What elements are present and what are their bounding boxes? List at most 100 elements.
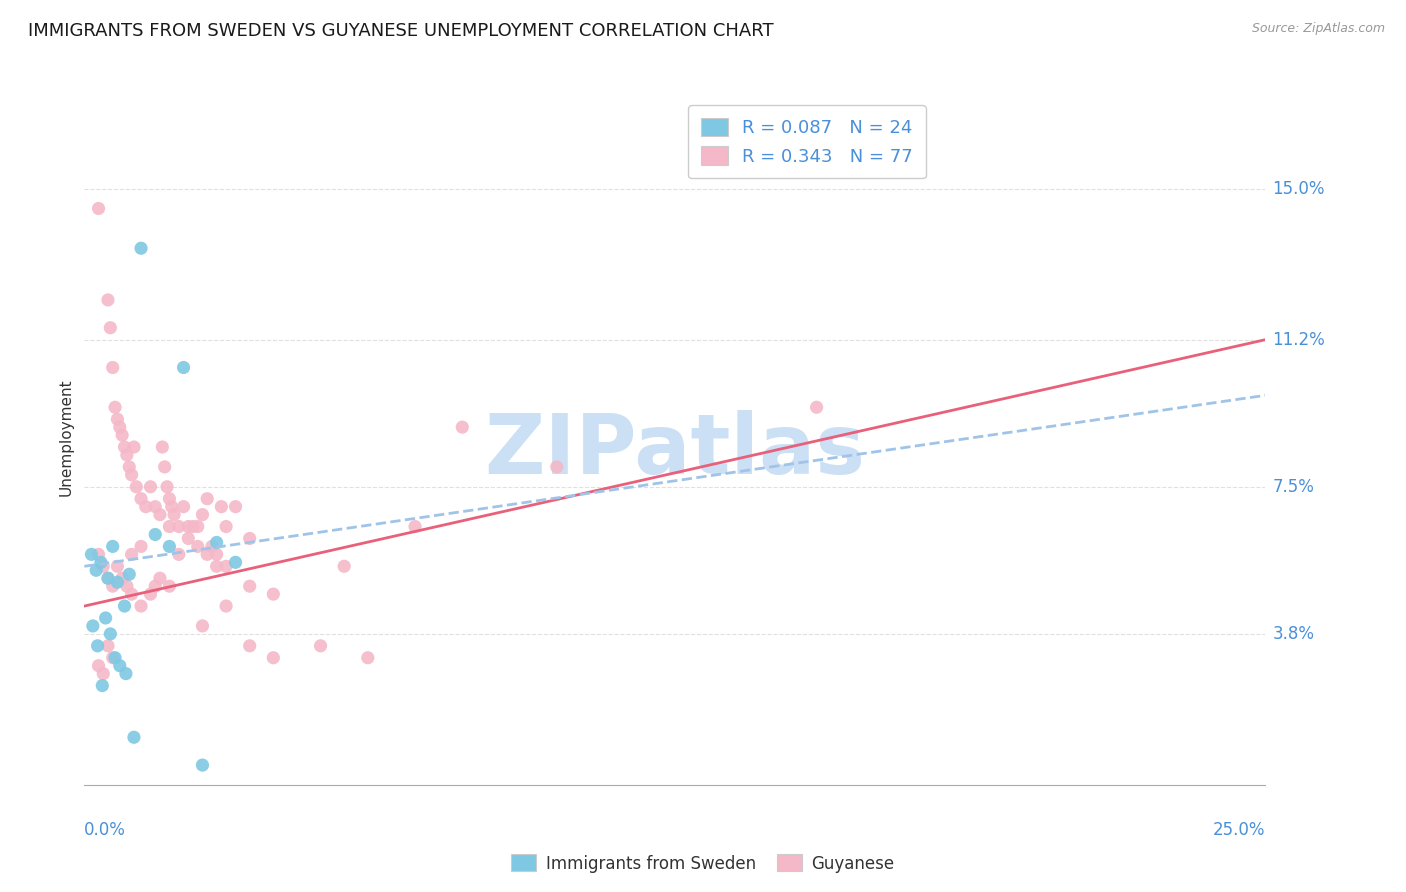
Point bbox=[101, 360, 124, 375]
Point bbox=[111, 571, 134, 585]
Point bbox=[97, 571, 120, 585]
Text: 11.2%: 11.2% bbox=[1272, 331, 1326, 349]
Point bbox=[215, 599, 238, 613]
Point bbox=[115, 666, 138, 681]
Point bbox=[153, 459, 176, 474]
Point bbox=[97, 571, 120, 585]
Point bbox=[122, 731, 145, 745]
Text: IMMIGRANTS FROM SWEDEN VS GUYANESE UNEMPLOYMENT CORRELATION CHART: IMMIGRANTS FROM SWEDEN VS GUYANESE UNEMP… bbox=[28, 22, 773, 40]
Point bbox=[451, 420, 474, 434]
Point bbox=[143, 527, 166, 541]
Y-axis label: Unemployment: Unemployment bbox=[58, 378, 73, 496]
Text: 3.8%: 3.8% bbox=[1272, 625, 1315, 643]
Point bbox=[87, 547, 110, 561]
Point bbox=[122, 440, 145, 454]
Point bbox=[118, 459, 141, 474]
Text: Source: ZipAtlas.com: Source: ZipAtlas.com bbox=[1251, 22, 1385, 36]
Point bbox=[149, 508, 172, 522]
Point bbox=[98, 627, 121, 641]
Point bbox=[209, 500, 232, 514]
Point bbox=[173, 360, 195, 375]
Point bbox=[91, 679, 114, 693]
Point bbox=[806, 401, 828, 415]
Point bbox=[139, 480, 162, 494]
Point bbox=[107, 559, 129, 574]
Point bbox=[107, 412, 129, 426]
Point bbox=[129, 599, 152, 613]
Text: 0.0%: 0.0% bbox=[84, 821, 127, 838]
Legend: Immigrants from Sweden, Guyanese: Immigrants from Sweden, Guyanese bbox=[505, 847, 901, 880]
Point bbox=[239, 579, 262, 593]
Point bbox=[108, 658, 131, 673]
Point bbox=[101, 579, 124, 593]
Point bbox=[215, 519, 238, 533]
Point bbox=[135, 500, 157, 514]
Text: 7.5%: 7.5% bbox=[1272, 478, 1315, 496]
Point bbox=[107, 575, 129, 590]
Point bbox=[97, 639, 120, 653]
Point bbox=[118, 567, 141, 582]
Point bbox=[157, 491, 180, 506]
Point bbox=[201, 540, 224, 554]
Legend: R = 0.087   N = 24, R = 0.343   N = 77: R = 0.087 N = 24, R = 0.343 N = 77 bbox=[688, 105, 925, 178]
Point bbox=[187, 540, 209, 554]
Point bbox=[121, 467, 143, 482]
Point bbox=[115, 448, 138, 462]
Point bbox=[129, 241, 152, 255]
Point bbox=[108, 420, 131, 434]
Point bbox=[139, 587, 162, 601]
Point bbox=[262, 587, 284, 601]
Point bbox=[157, 579, 180, 593]
Point bbox=[160, 500, 183, 514]
Point bbox=[239, 639, 262, 653]
Point bbox=[91, 559, 114, 574]
Point bbox=[87, 658, 110, 673]
Point bbox=[546, 459, 568, 474]
Point bbox=[195, 491, 218, 506]
Point bbox=[309, 639, 332, 653]
Point bbox=[104, 401, 127, 415]
Point bbox=[191, 758, 214, 772]
Point bbox=[129, 491, 152, 506]
Point bbox=[121, 587, 143, 601]
Point bbox=[156, 480, 179, 494]
Point bbox=[177, 532, 200, 546]
Point bbox=[84, 563, 107, 577]
Text: ZIPatlas: ZIPatlas bbox=[485, 410, 865, 491]
Point bbox=[94, 611, 117, 625]
Point bbox=[404, 519, 426, 533]
Point bbox=[114, 599, 136, 613]
Point bbox=[98, 320, 121, 334]
Point bbox=[262, 650, 284, 665]
Point bbox=[111, 428, 134, 442]
Point bbox=[143, 579, 166, 593]
Point bbox=[87, 202, 110, 216]
Point bbox=[143, 500, 166, 514]
Point bbox=[97, 293, 120, 307]
Point bbox=[357, 650, 380, 665]
Point bbox=[333, 559, 356, 574]
Point bbox=[167, 547, 190, 561]
Point bbox=[205, 547, 228, 561]
Point bbox=[80, 547, 103, 561]
Point bbox=[157, 519, 180, 533]
Point bbox=[191, 619, 214, 633]
Point bbox=[150, 440, 173, 454]
Point bbox=[163, 508, 186, 522]
Point bbox=[90, 555, 112, 569]
Text: 15.0%: 15.0% bbox=[1272, 179, 1324, 198]
Point bbox=[195, 547, 218, 561]
Point bbox=[205, 535, 228, 549]
Point bbox=[225, 500, 247, 514]
Point bbox=[187, 519, 209, 533]
Point bbox=[104, 650, 127, 665]
Point bbox=[129, 540, 152, 554]
Point bbox=[125, 480, 148, 494]
Point bbox=[149, 571, 172, 585]
Point bbox=[225, 555, 247, 569]
Point bbox=[205, 559, 228, 574]
Point bbox=[191, 508, 214, 522]
Point bbox=[101, 540, 124, 554]
Point bbox=[115, 579, 138, 593]
Point bbox=[86, 639, 108, 653]
